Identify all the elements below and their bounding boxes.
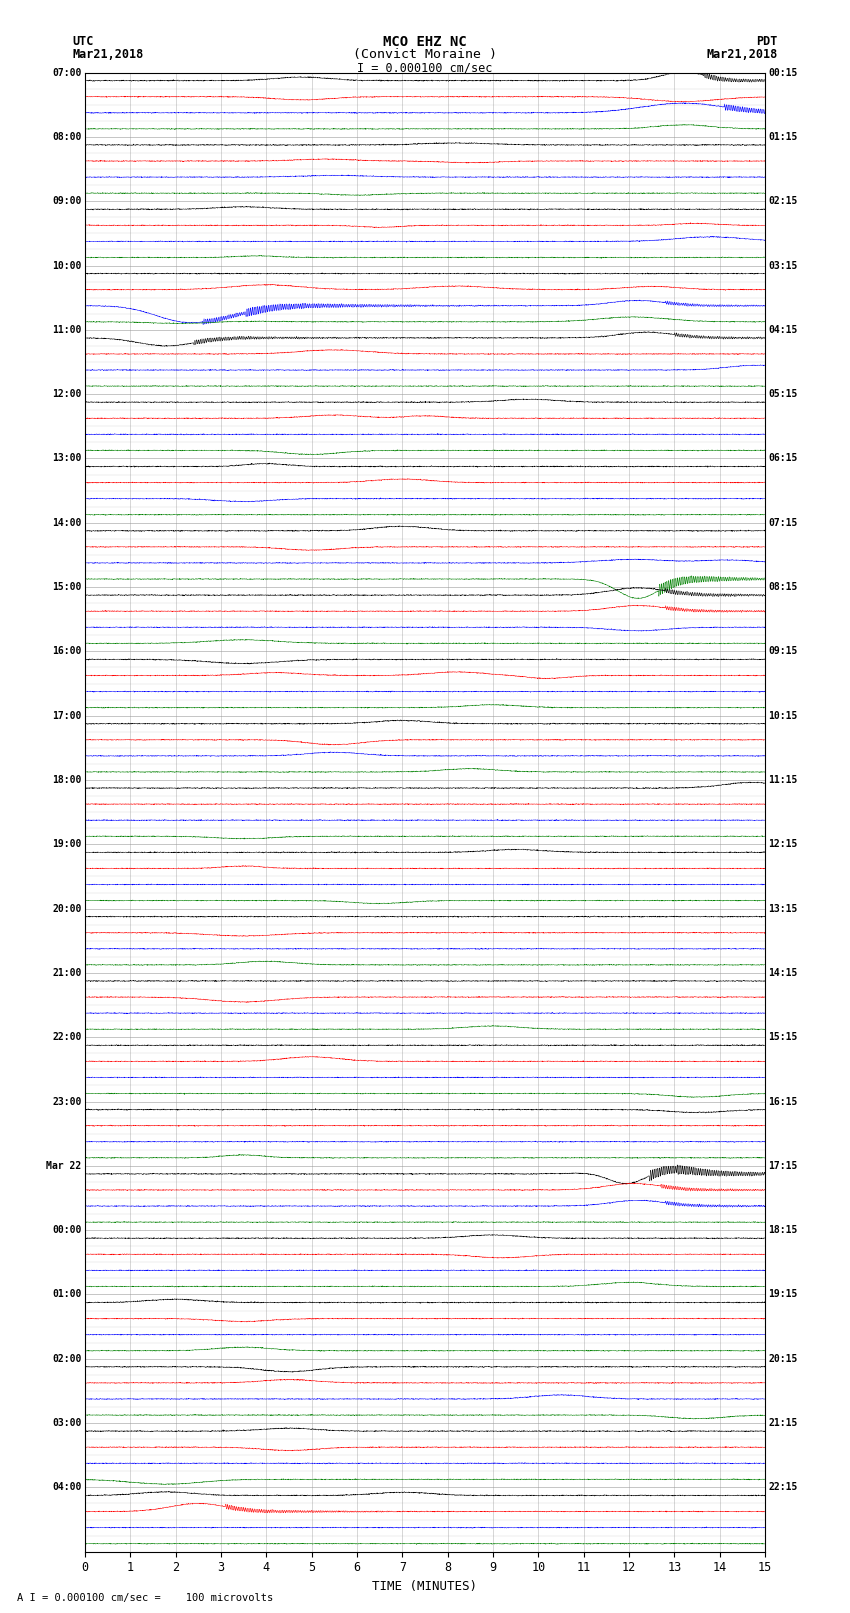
Text: Mar 22: Mar 22 [47,1161,82,1171]
Text: 01:00: 01:00 [52,1289,82,1300]
Text: 15:00: 15:00 [52,582,82,592]
Text: 19:00: 19:00 [52,839,82,850]
Text: 20:15: 20:15 [768,1353,798,1363]
Text: 20:00: 20:00 [52,903,82,913]
Text: I = 0.000100 cm/sec: I = 0.000100 cm/sec [357,61,493,74]
Text: 21:15: 21:15 [768,1418,798,1428]
Text: 11:15: 11:15 [768,774,798,786]
Text: PDT: PDT [756,35,778,48]
Text: Mar21,2018: Mar21,2018 [72,48,144,61]
Text: 04:00: 04:00 [52,1482,82,1492]
Text: 11:00: 11:00 [52,324,82,336]
Text: 21:00: 21:00 [52,968,82,977]
X-axis label: TIME (MINUTES): TIME (MINUTES) [372,1581,478,1594]
Text: 09:15: 09:15 [768,647,798,656]
Text: 05:15: 05:15 [768,389,798,398]
Text: 17:15: 17:15 [768,1161,798,1171]
Text: Mar21,2018: Mar21,2018 [706,48,778,61]
Text: 16:00: 16:00 [52,647,82,656]
Text: 13:00: 13:00 [52,453,82,463]
Text: 07:00: 07:00 [52,68,82,77]
Text: 22:00: 22:00 [52,1032,82,1042]
Text: 02:15: 02:15 [768,197,798,206]
Text: 09:00: 09:00 [52,197,82,206]
Text: 14:15: 14:15 [768,968,798,977]
Text: 00:00: 00:00 [52,1226,82,1236]
Text: 13:15: 13:15 [768,903,798,913]
Text: 07:15: 07:15 [768,518,798,527]
Text: 03:00: 03:00 [52,1418,82,1428]
Text: 18:15: 18:15 [768,1226,798,1236]
Text: 04:15: 04:15 [768,324,798,336]
Text: 10:00: 10:00 [52,261,82,271]
Text: 18:00: 18:00 [52,774,82,786]
Text: 02:00: 02:00 [52,1353,82,1363]
Text: 16:15: 16:15 [768,1097,798,1107]
Text: 17:00: 17:00 [52,711,82,721]
Text: 12:00: 12:00 [52,389,82,398]
Text: 03:15: 03:15 [768,261,798,271]
Text: 23:00: 23:00 [52,1097,82,1107]
Text: UTC: UTC [72,35,94,48]
Text: 00:15: 00:15 [768,68,798,77]
Text: 10:15: 10:15 [768,711,798,721]
Text: 12:15: 12:15 [768,839,798,850]
Text: 08:00: 08:00 [52,132,82,142]
Text: 01:15: 01:15 [768,132,798,142]
Text: (Convict Moraine ): (Convict Moraine ) [353,48,497,61]
Text: 14:00: 14:00 [52,518,82,527]
Text: A I = 0.000100 cm/sec =    100 microvolts: A I = 0.000100 cm/sec = 100 microvolts [17,1594,273,1603]
Text: 15:15: 15:15 [768,1032,798,1042]
Text: 06:15: 06:15 [768,453,798,463]
Text: MCO EHZ NC: MCO EHZ NC [383,35,467,50]
Text: 08:15: 08:15 [768,582,798,592]
Text: 22:15: 22:15 [768,1482,798,1492]
Text: 19:15: 19:15 [768,1289,798,1300]
